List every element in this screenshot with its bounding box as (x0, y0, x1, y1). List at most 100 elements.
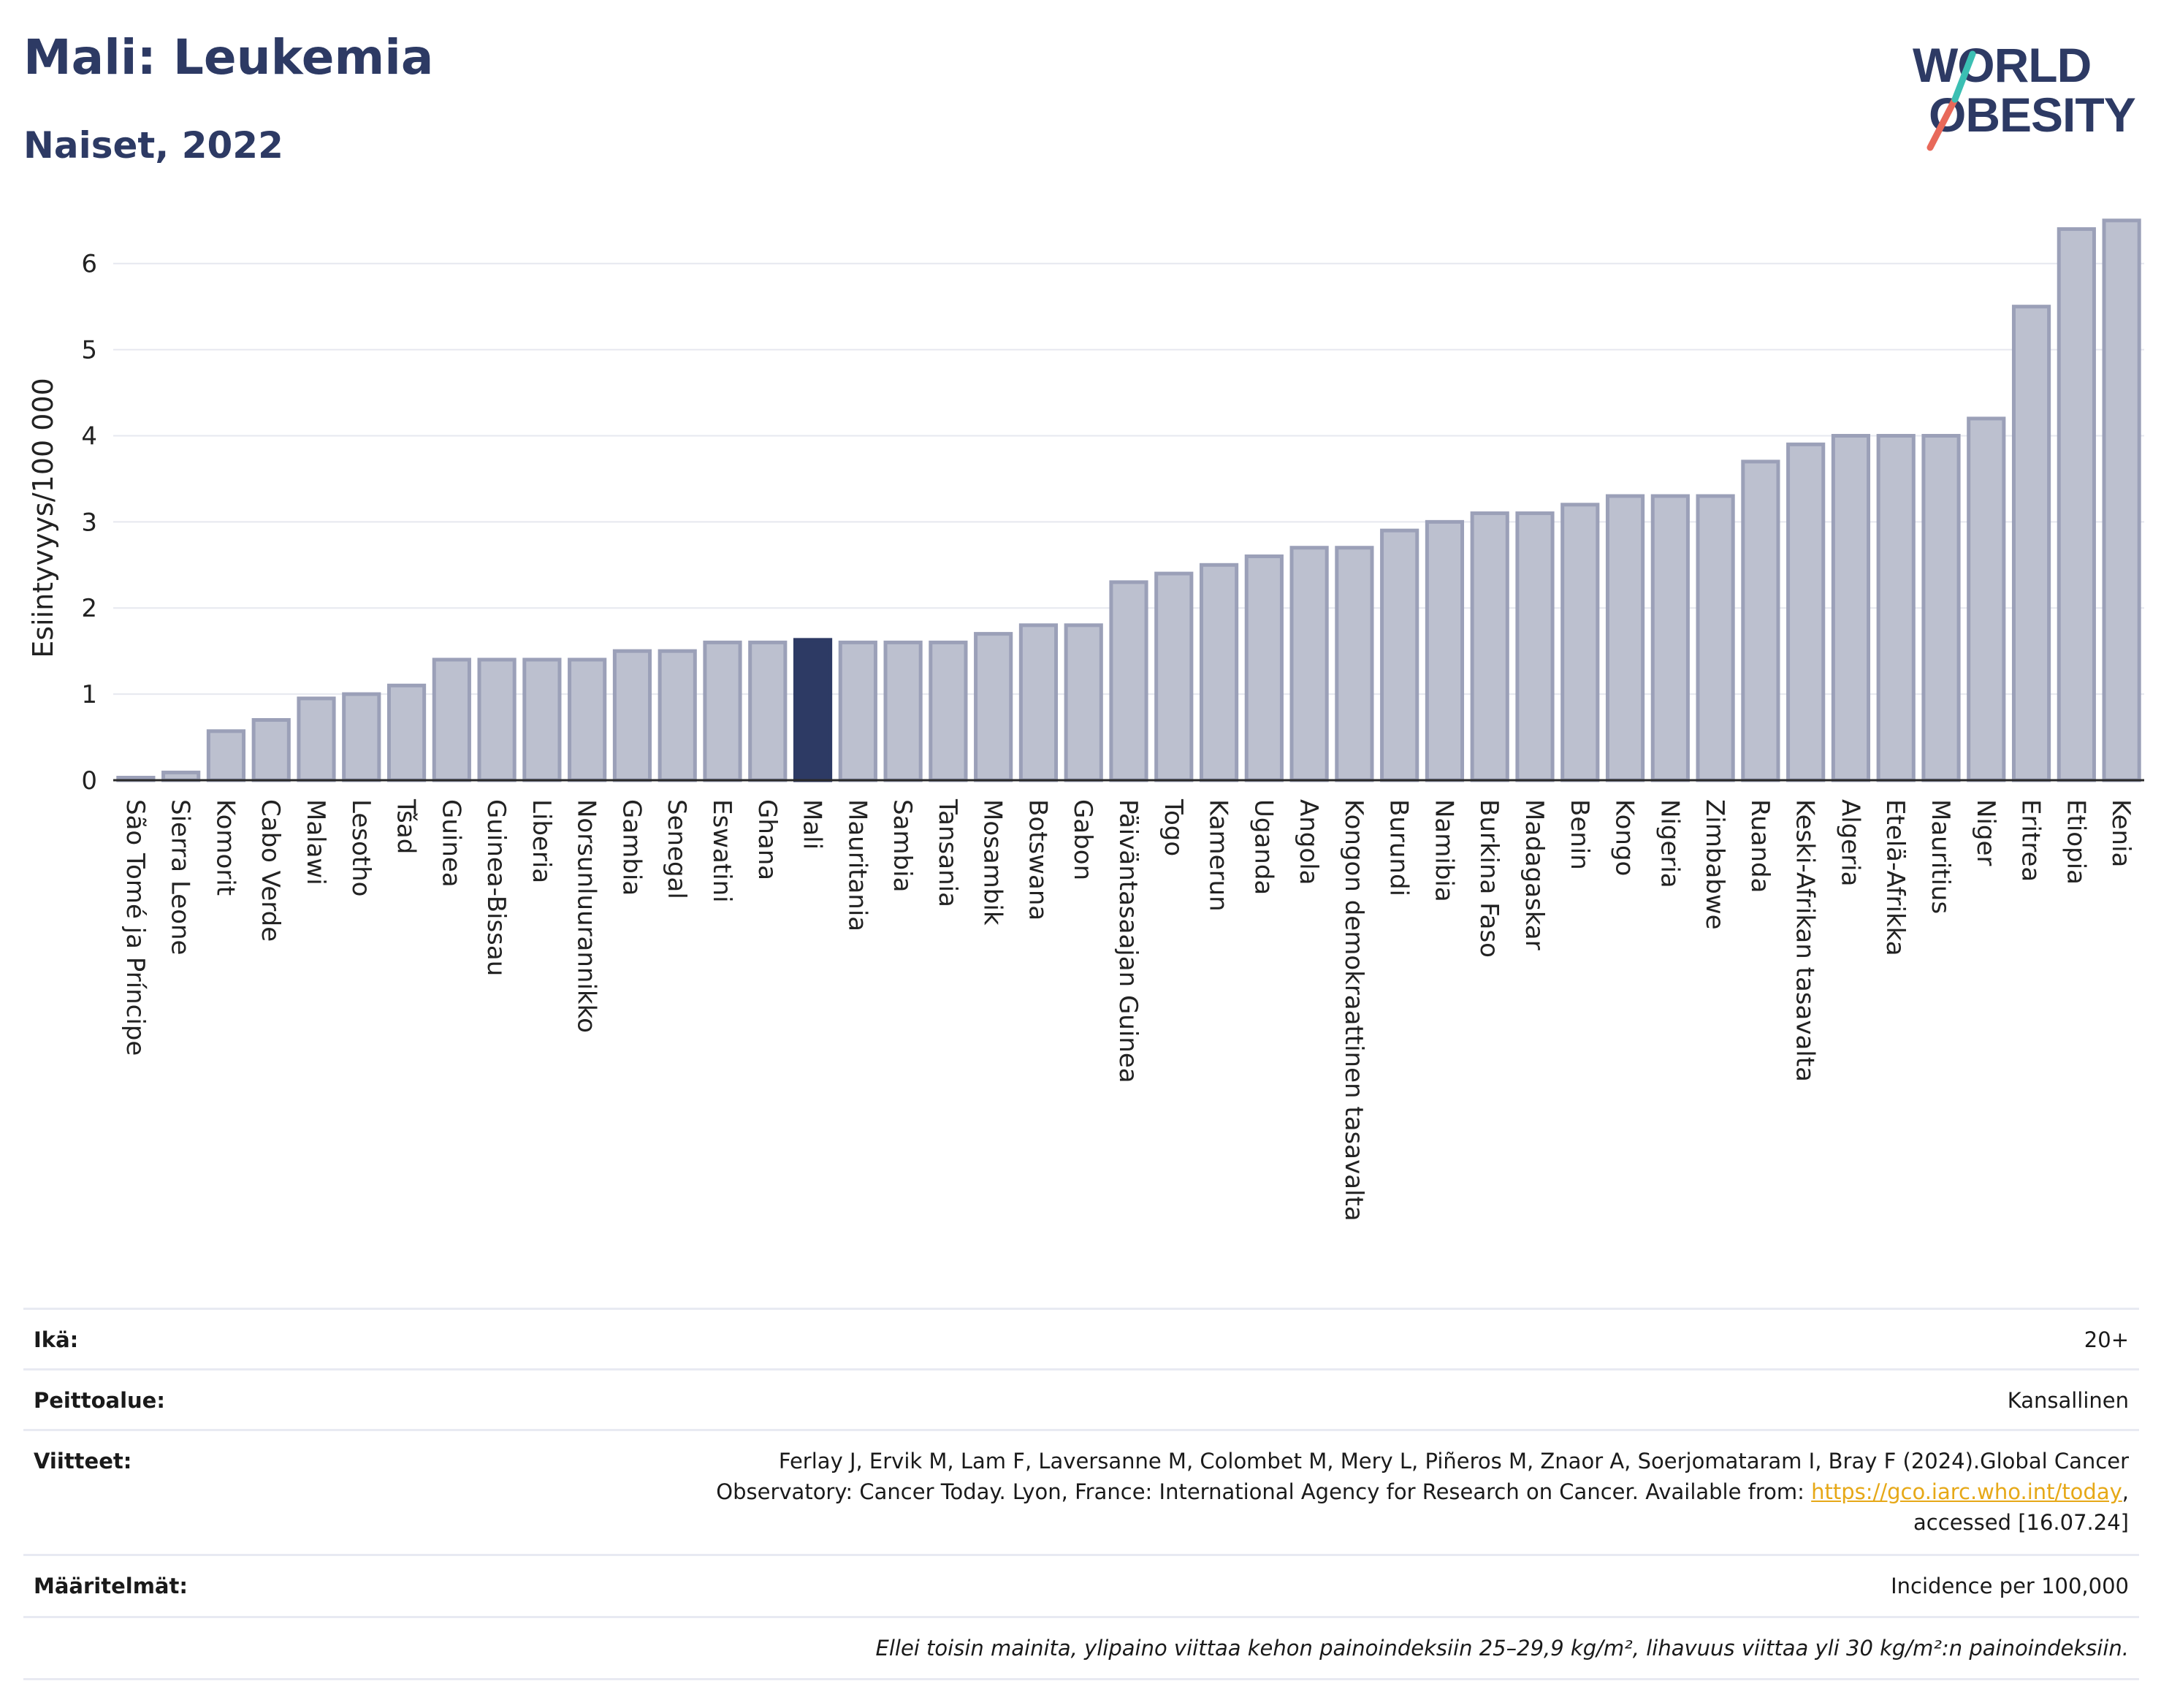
bar (883, 640, 923, 782)
bar (1696, 494, 1735, 782)
bar (1425, 519, 1465, 782)
bar (1335, 546, 1374, 782)
logo-line1: WORLD (1913, 38, 2091, 92)
references-link[interactable]: https://gco.iarc.who.int/today (1811, 1479, 2122, 1504)
references-label: Viitteet: (34, 1449, 132, 1473)
x-tick-label: Senegal (662, 799, 691, 899)
bar (1109, 580, 1148, 782)
x-tick-label: Zimbabwe (1700, 799, 1729, 930)
x-tick-label: Niger (1971, 799, 2000, 866)
bar (1921, 433, 1961, 782)
x-tick-label: Eritrea (2016, 799, 2046, 882)
logo-line2: OBESITY (1929, 88, 2135, 142)
x-tick-label: Algeria (1835, 799, 1864, 886)
bar (1154, 571, 1194, 782)
world-obesity-logo: WORLD OBESITY (1913, 38, 2136, 151)
x-tick-label: Mosambik (978, 799, 1007, 926)
x-tick-label: Burkina Faso (1474, 799, 1503, 958)
x-tick-label: Benin (1565, 799, 1594, 870)
bar (1199, 563, 1239, 782)
x-tick-label: Guinea-Bissau (481, 799, 511, 976)
coverage-value: Kansallinen (2007, 1388, 2129, 1413)
bar (432, 657, 471, 782)
x-tick-label: Lesotho (346, 799, 376, 896)
info-row-references: Viitteet: Ferlay J, Ervik M, Lam F, Lave… (23, 1429, 2139, 1554)
x-tick-label: Malawi (301, 799, 330, 885)
x-tick-label: Ruanda (1745, 799, 1775, 893)
bar (703, 640, 742, 782)
y-tick-label: 1 (81, 680, 97, 709)
x-tick-label: Togo (1159, 798, 1188, 856)
bar (1741, 460, 1780, 782)
definitions-value: Incidence per 100,000 (1891, 1574, 2129, 1598)
definitions-label: Määritelmät: (34, 1574, 188, 1598)
x-tick-label: Mali (798, 799, 827, 850)
x-tick-label: Komorit (210, 799, 240, 896)
bar (1470, 511, 1509, 782)
info-bottom-divider (23, 1678, 2139, 1680)
x-tick-label: Eswatini (707, 799, 736, 903)
y-tick-label: 6 (81, 250, 97, 279)
bar (1967, 416, 2006, 782)
info-table: Ikä: 20+ Peittoalue: Kansallinen Viittee… (23, 1308, 2139, 1680)
x-tick-label: Botswana (1023, 799, 1052, 920)
x-tick-label: Norsunluurannikko (572, 799, 601, 1033)
x-tick-label: Nigeria (1655, 799, 1684, 888)
note-text: Ellei toisin mainita, ylipaino viittaa k… (875, 1636, 2130, 1661)
bar (929, 640, 968, 782)
bar (297, 696, 336, 782)
references-line1: Ferlay J, Ervik M, Lam F, Laversanne M, … (778, 1449, 2129, 1473)
bar (206, 729, 246, 782)
x-tick-label: Mauritius (1926, 799, 1955, 914)
x-tick-label: Tšad (392, 798, 421, 854)
x-tick-label: Kamerun (1204, 799, 1233, 912)
y-tick-label: 3 (81, 508, 97, 537)
x-tick-label: Liberia (527, 799, 556, 883)
y-tick-label: 5 (81, 336, 97, 365)
bar (2102, 218, 2141, 782)
x-tick-label: Cabo Verde (256, 799, 285, 942)
x-tick-label: Kenia (2106, 799, 2135, 867)
bar (1605, 494, 1645, 782)
x-tick-label: Namibia (1429, 799, 1458, 902)
bar (1831, 433, 1871, 782)
x-tick-label: Gambia (617, 799, 646, 896)
bar (1650, 494, 1690, 782)
y-axis-label: Esiintyvyys/100 000 (27, 378, 59, 658)
bar (793, 638, 833, 782)
references-value: Ferlay J, Ervik M, Lam F, Laversanne M, … (716, 1446, 2129, 1538)
references-line2: Observatory: Cancer Today. Lyon, France:… (716, 1476, 2129, 1507)
coverage-label: Peittoalue: (34, 1388, 165, 1413)
x-tick-label: Guinea (436, 799, 465, 888)
x-tick-label: Mauritania (842, 799, 872, 931)
x-tick-label: Gabon (1068, 799, 1097, 880)
bar (748, 640, 788, 782)
chart-subtitle: Naiset, 2022 (23, 124, 283, 167)
info-row-definitions: Määritelmät: Incidence per 100,000 (23, 1554, 2139, 1616)
bar (838, 640, 877, 782)
x-tick-label: São Tomé ja Príncipe (121, 799, 150, 1056)
bar (1515, 511, 1555, 782)
x-tick-label: Etiopia (2061, 799, 2090, 885)
bar (2057, 227, 2096, 782)
references-line2-end: , (2122, 1479, 2129, 1504)
bar (974, 632, 1013, 782)
x-tick-label: Päiväntasaajan Guinea (1113, 799, 1143, 1083)
info-row-age: Ikä: 20+ (23, 1308, 2139, 1368)
age-label: Ikä: (34, 1327, 79, 1352)
bar (612, 649, 652, 782)
bar (522, 657, 562, 782)
x-tick-label: Kongo (1610, 799, 1639, 876)
bar (161, 770, 201, 782)
x-tick-label: Angola (1294, 799, 1323, 885)
x-tick-label: Kongon demokraattinen tasavalta (1339, 799, 1368, 1221)
bar (1786, 442, 1826, 782)
bar (251, 717, 291, 782)
x-tick-label: Ghana (752, 799, 782, 880)
references-line2-text: Observatory: Cancer Today. Lyon, France:… (716, 1479, 1812, 1504)
x-tick-label: Keski-Afrikan tasavalta (1791, 799, 1820, 1082)
y-tick-label: 0 (81, 766, 97, 796)
references-line3: accessed [16.07.24] (1913, 1510, 2129, 1535)
x-tick-label: Uganda (1249, 799, 1278, 895)
info-row-note: Ellei toisin mainita, ylipaino viittaa k… (23, 1616, 2139, 1678)
